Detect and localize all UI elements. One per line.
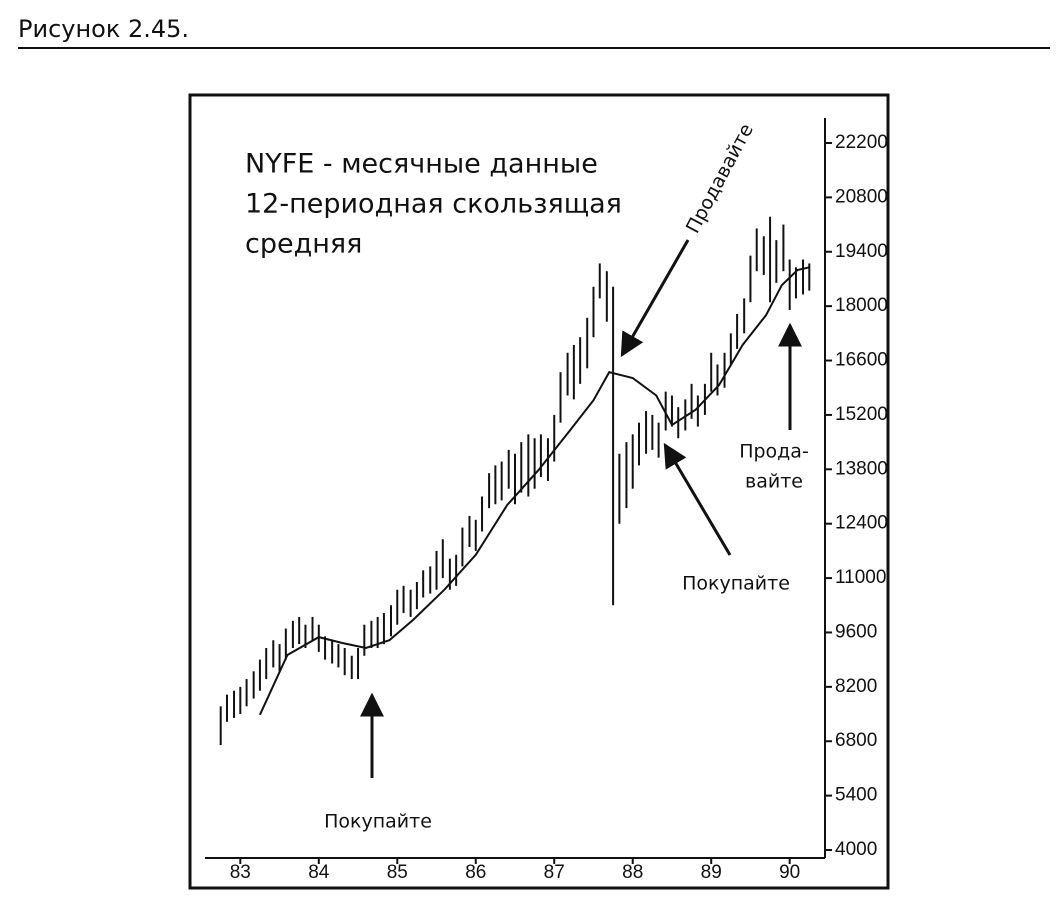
chart-title: средняя [245, 229, 362, 260]
y-tick-label: 9600 [835, 621, 877, 642]
y-tick-label: 22200 [835, 132, 888, 153]
y-tick-label: 13800 [835, 458, 888, 479]
y-tick-label: 11000 [835, 567, 886, 588]
annotation: Продавайте [682, 120, 758, 237]
x-tick-label: 85 [387, 862, 408, 883]
y-tick-label: 12400 [835, 513, 888, 534]
chart-title: NYFE - месячные данные [245, 149, 598, 180]
y-tick-label: 18000 [835, 295, 888, 316]
moving-average-line [258, 266, 810, 716]
y-tick-label: 6800 [835, 730, 877, 751]
annotation: Покупайте [324, 811, 432, 833]
y-tick-label: 4000 [835, 839, 877, 860]
y-tick-label: 8200 [835, 676, 877, 697]
y-tick-label: 15200 [835, 404, 888, 425]
x-tick-label: 83 [230, 862, 251, 883]
arrow [620, 239, 690, 358]
annotation: Прода- [739, 441, 809, 463]
chart-title: 12-периодная скользящая [245, 189, 622, 220]
x-tick-label: 89 [701, 862, 722, 883]
y-tick-label: 5400 [835, 785, 877, 806]
chart-frame [188, 93, 890, 890]
annotation: вайте [745, 471, 803, 493]
annotation: Покупайте [682, 573, 790, 595]
x-tick-label: 87 [544, 862, 565, 883]
arrow [663, 442, 732, 556]
x-tick-label: 84 [308, 862, 330, 883]
y-tick-label: 19400 [835, 241, 888, 262]
figure-caption: Рисунок 2.45. [18, 15, 189, 43]
y-tick-label: 16600 [835, 350, 888, 371]
x-tick-label: 86 [465, 862, 486, 883]
y-tick-label: 20800 [835, 186, 888, 207]
x-tick-label: 88 [622, 862, 643, 883]
x-tick-label: 90 [779, 862, 800, 883]
